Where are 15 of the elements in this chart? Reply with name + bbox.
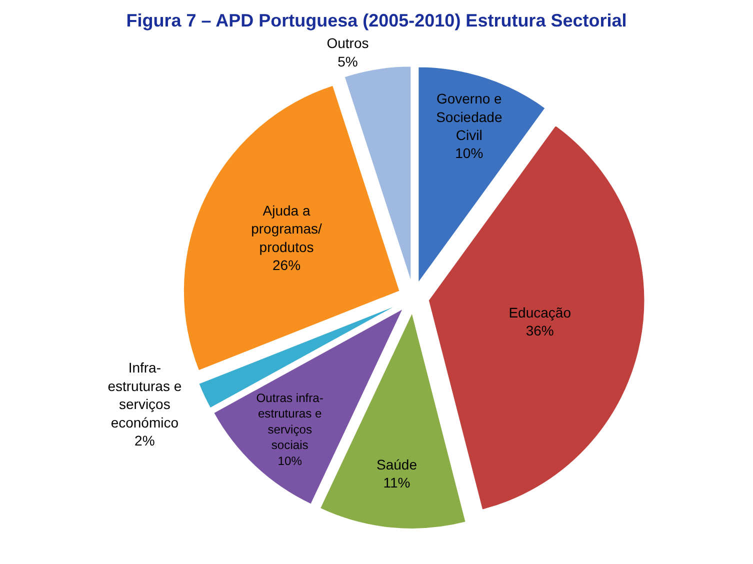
data-label: 10% xyxy=(278,454,302,468)
data-label: 10% xyxy=(455,145,484,162)
slice-label: Educação xyxy=(508,304,572,321)
data-label: 11% xyxy=(383,474,410,491)
data-label: 26% xyxy=(272,257,301,274)
slice-label: Ajuda a programas/ produtos xyxy=(251,202,322,255)
slice-label: Infra-estruturas e serviços económico xyxy=(108,360,182,430)
data-label: 36% xyxy=(526,322,554,339)
slice-label: Outras infra-estruturas e serviços sociais xyxy=(256,390,324,452)
data-label: 2% xyxy=(134,432,155,449)
slice-label: Saúde xyxy=(376,456,418,472)
slice-label: Outros xyxy=(326,35,369,52)
slice-label: Governo e Sociedade Civil xyxy=(436,90,502,144)
data-label: 5% xyxy=(338,53,358,70)
chart-title: Figura 7 – APD Portuguesa (2005-2010) Estrutura Sectorial xyxy=(126,10,627,31)
